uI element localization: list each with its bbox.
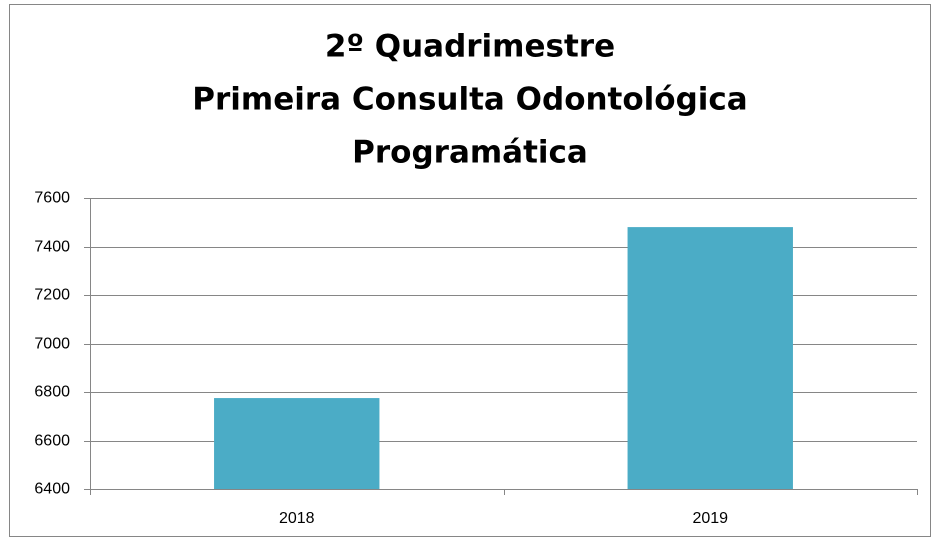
x-tick-label: 2019: [692, 510, 728, 527]
bar: [214, 398, 380, 489]
y-tick-label: 6800: [34, 384, 70, 401]
y-tick-label: 7000: [34, 336, 70, 353]
y-tick-label: 7200: [34, 287, 70, 304]
bar: [627, 227, 793, 489]
chart-title: Primeira Consulta Odontológica: [192, 82, 747, 118]
y-tick-label: 6600: [34, 433, 70, 450]
chart-title: Programática: [352, 135, 588, 171]
y-tick-label: 7600: [34, 190, 70, 207]
x-tick-label: 2018: [279, 510, 315, 527]
y-tick-label: 7400: [34, 239, 70, 256]
y-tick-label: 6400: [34, 481, 70, 498]
chart-title: 2º Quadrimestre: [325, 29, 615, 65]
